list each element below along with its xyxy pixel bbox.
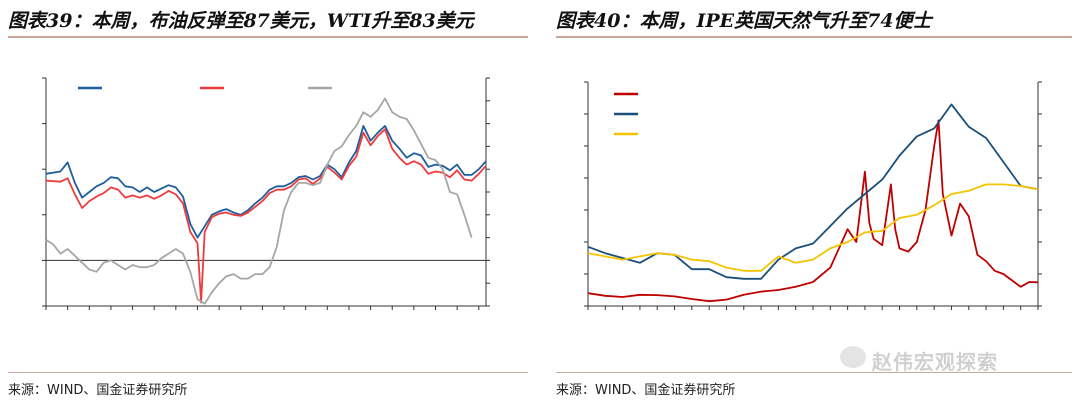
right-figure-title: 图表40：本周，IPE英国天然气升至74便士 (556, 10, 932, 32)
left-title-rule (8, 36, 528, 38)
right-source: 来源：WIND、国金证券研究所 (556, 383, 736, 398)
series-line-2 (45, 97, 473, 305)
gas-hicp-chart (584, 81, 1042, 310)
right-title-rule (556, 36, 1072, 38)
series-line-2 (587, 183, 1039, 272)
oil-cpi-chart (42, 77, 490, 310)
series-line-0 (587, 119, 1039, 303)
left-figure-title: 图表39：本周，布油反弹至87美元，WTI升至83美元 (8, 10, 474, 32)
right-source-rule (556, 372, 1072, 373)
left-source-rule (8, 372, 528, 373)
watermark: 赵伟宏观探索 (872, 350, 998, 374)
wechat-icon (840, 346, 866, 368)
series-line-1 (45, 128, 487, 304)
left-source: 来源：WIND、国金证券研究所 (8, 383, 188, 398)
series-line-0 (45, 125, 487, 239)
